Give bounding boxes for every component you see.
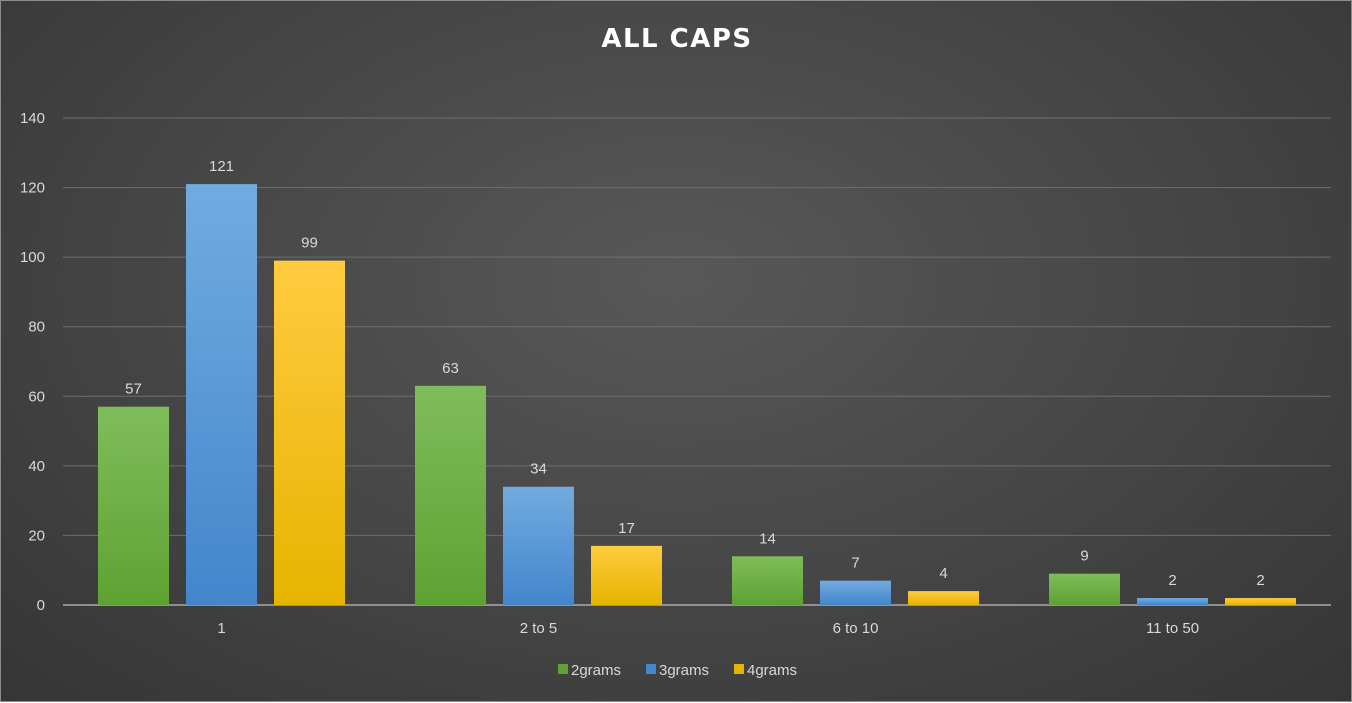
y-tick-label: 140 (20, 110, 45, 127)
data-labels: 57 121 99 63 34 17 14 7 4 9 2 2 (125, 158, 1265, 589)
y-tick-label: 80 (28, 319, 45, 336)
data-label: 34 (530, 461, 547, 478)
y-tick-label: 120 (20, 180, 45, 197)
data-label: 2 (1256, 572, 1264, 589)
data-label: 121 (209, 158, 234, 175)
x-tick-label: 1 (217, 620, 225, 637)
data-label: 7 (851, 555, 859, 572)
data-label: 63 (442, 360, 459, 377)
bar-2grams-2 (732, 556, 803, 605)
legend-label-2grams: 2grams (571, 662, 621, 679)
legend: 2grams 3grams 4grams (558, 662, 797, 679)
data-label: 17 (618, 520, 635, 537)
y-axis-ticks: 0 20 40 60 80 100 120 140 (20, 110, 45, 614)
data-label: 57 (125, 381, 142, 398)
bar-4grams-2 (908, 591, 979, 605)
data-label: 4 (939, 565, 947, 582)
bar-3grams-2 (820, 580, 891, 605)
bar-2grams-0 (98, 406, 169, 605)
bar-4grams-0 (274, 260, 345, 605)
y-tick-label: 40 (28, 458, 45, 475)
legend-swatch-2grams (558, 664, 568, 674)
legend-label-3grams: 3grams (659, 662, 709, 679)
legend-swatch-3grams (646, 664, 656, 674)
data-label: 99 (301, 235, 318, 252)
bar-3grams-1 (503, 486, 574, 605)
legend-label-4grams: 4grams (747, 662, 797, 679)
y-tick-label: 60 (28, 388, 45, 405)
y-tick-label: 20 (28, 527, 45, 544)
bar-4grams-1 (591, 545, 662, 605)
x-tick-label: 11 to 50 (1146, 620, 1199, 637)
data-label: 9 (1080, 548, 1088, 565)
bar-3grams-3 (1137, 598, 1208, 605)
x-tick-label: 6 to 10 (833, 620, 879, 637)
bars (98, 184, 1296, 606)
y-tick-label: 100 (20, 249, 45, 266)
bar-2grams-3 (1049, 573, 1120, 605)
chart-title: ALL CAPS (601, 24, 752, 54)
bar-4grams-3 (1225, 598, 1296, 605)
bar-2grams-1 (415, 385, 486, 605)
legend-swatch-4grams (734, 664, 744, 674)
x-axis-ticks: 1 2 to 5 6 to 10 11 to 50 (217, 620, 1199, 637)
bar-3grams-0 (186, 184, 257, 606)
data-label: 2 (1168, 572, 1176, 589)
x-tick-label: 2 to 5 (520, 620, 558, 637)
data-label: 14 (759, 530, 776, 547)
y-tick-label: 0 (37, 597, 45, 614)
